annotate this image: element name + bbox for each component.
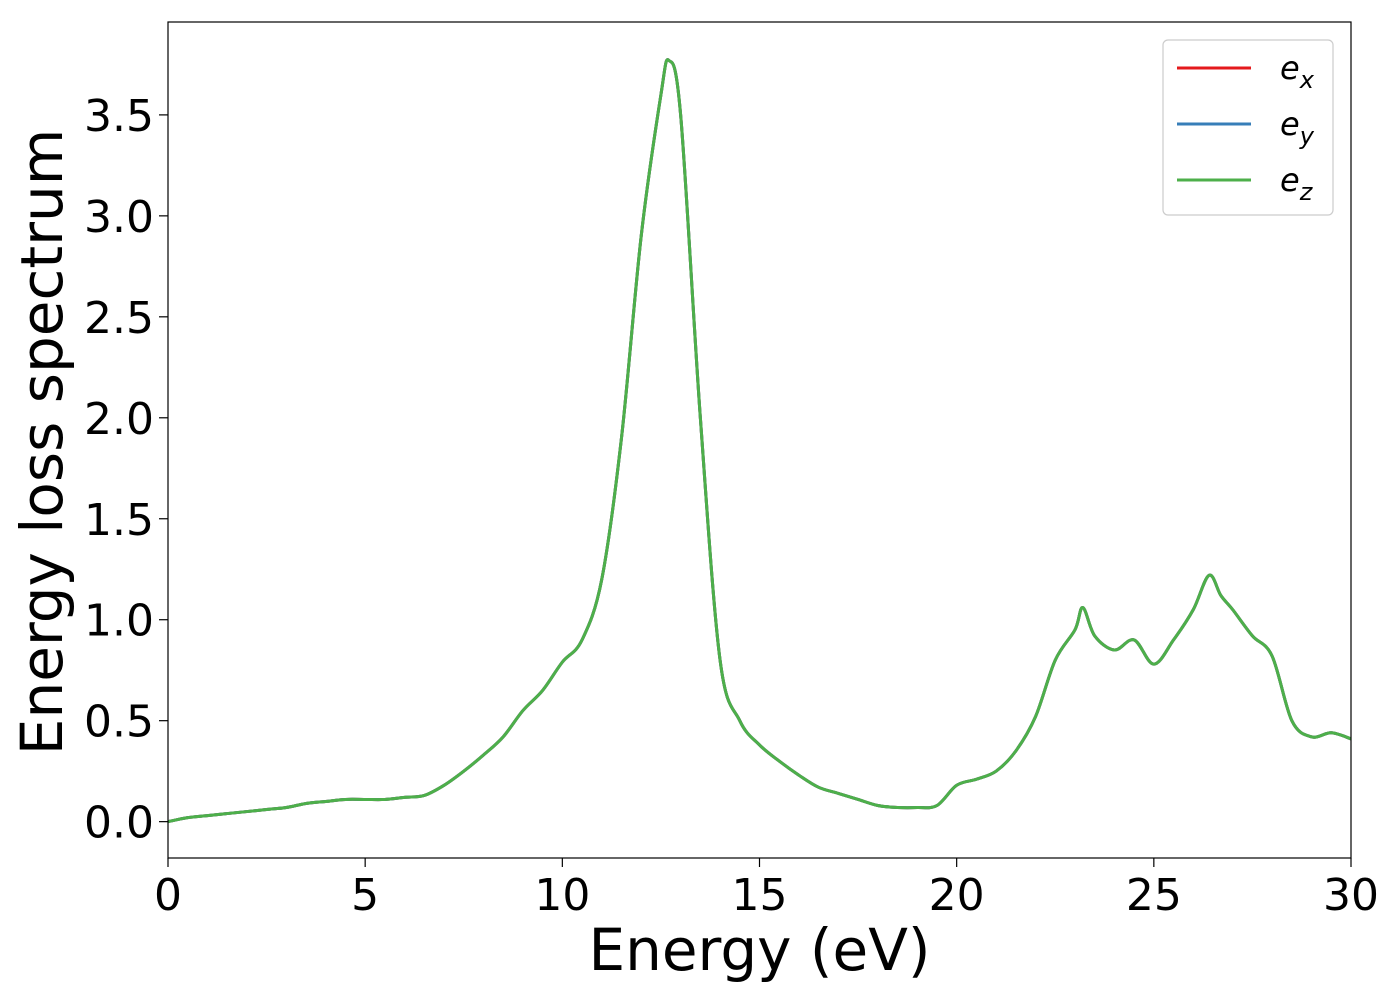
y-tick-label: 2.5 (84, 293, 154, 344)
x-axis: 0 5 10 15 20 25 30 (154, 858, 1379, 921)
x-tick-label: 15 (732, 870, 788, 921)
x-tick-label: 25 (1126, 870, 1182, 921)
legend: ex ey ez (1162, 39, 1334, 216)
x-tick-label: 10 (534, 870, 590, 921)
x-tick-label: 0 (154, 870, 182, 921)
legend-label-ex: ex (1280, 49, 1315, 94)
y-tick-label: 1.0 (84, 596, 154, 647)
legend-box (1162, 39, 1334, 216)
y-tick-label: 0.0 (84, 798, 154, 849)
y-tick-label: 3.5 (84, 91, 154, 142)
x-axis-title: Energy (eV) (588, 916, 930, 984)
y-axis-title: Energy loss spectrum (8, 129, 76, 755)
x-tick-label: 30 (1323, 870, 1379, 921)
y-tick-label: 2.0 (84, 394, 154, 445)
y-tick-label: 1.5 (84, 495, 154, 546)
x-tick-label: 20 (929, 870, 985, 921)
y-tick-label: 0.5 (84, 697, 154, 748)
y-axis: 0.0 0.5 1.0 1.5 2.0 2.5 3.0 3.5 (84, 91, 168, 849)
legend-label-ez: ez (1280, 161, 1314, 206)
series-lines (167, 58, 1352, 824)
x-tick-label: 5 (351, 870, 379, 921)
legend-label-ey: ey (1280, 105, 1315, 150)
y-tick-label: 3.0 (84, 192, 154, 243)
series-line-ez (167, 58, 1352, 824)
